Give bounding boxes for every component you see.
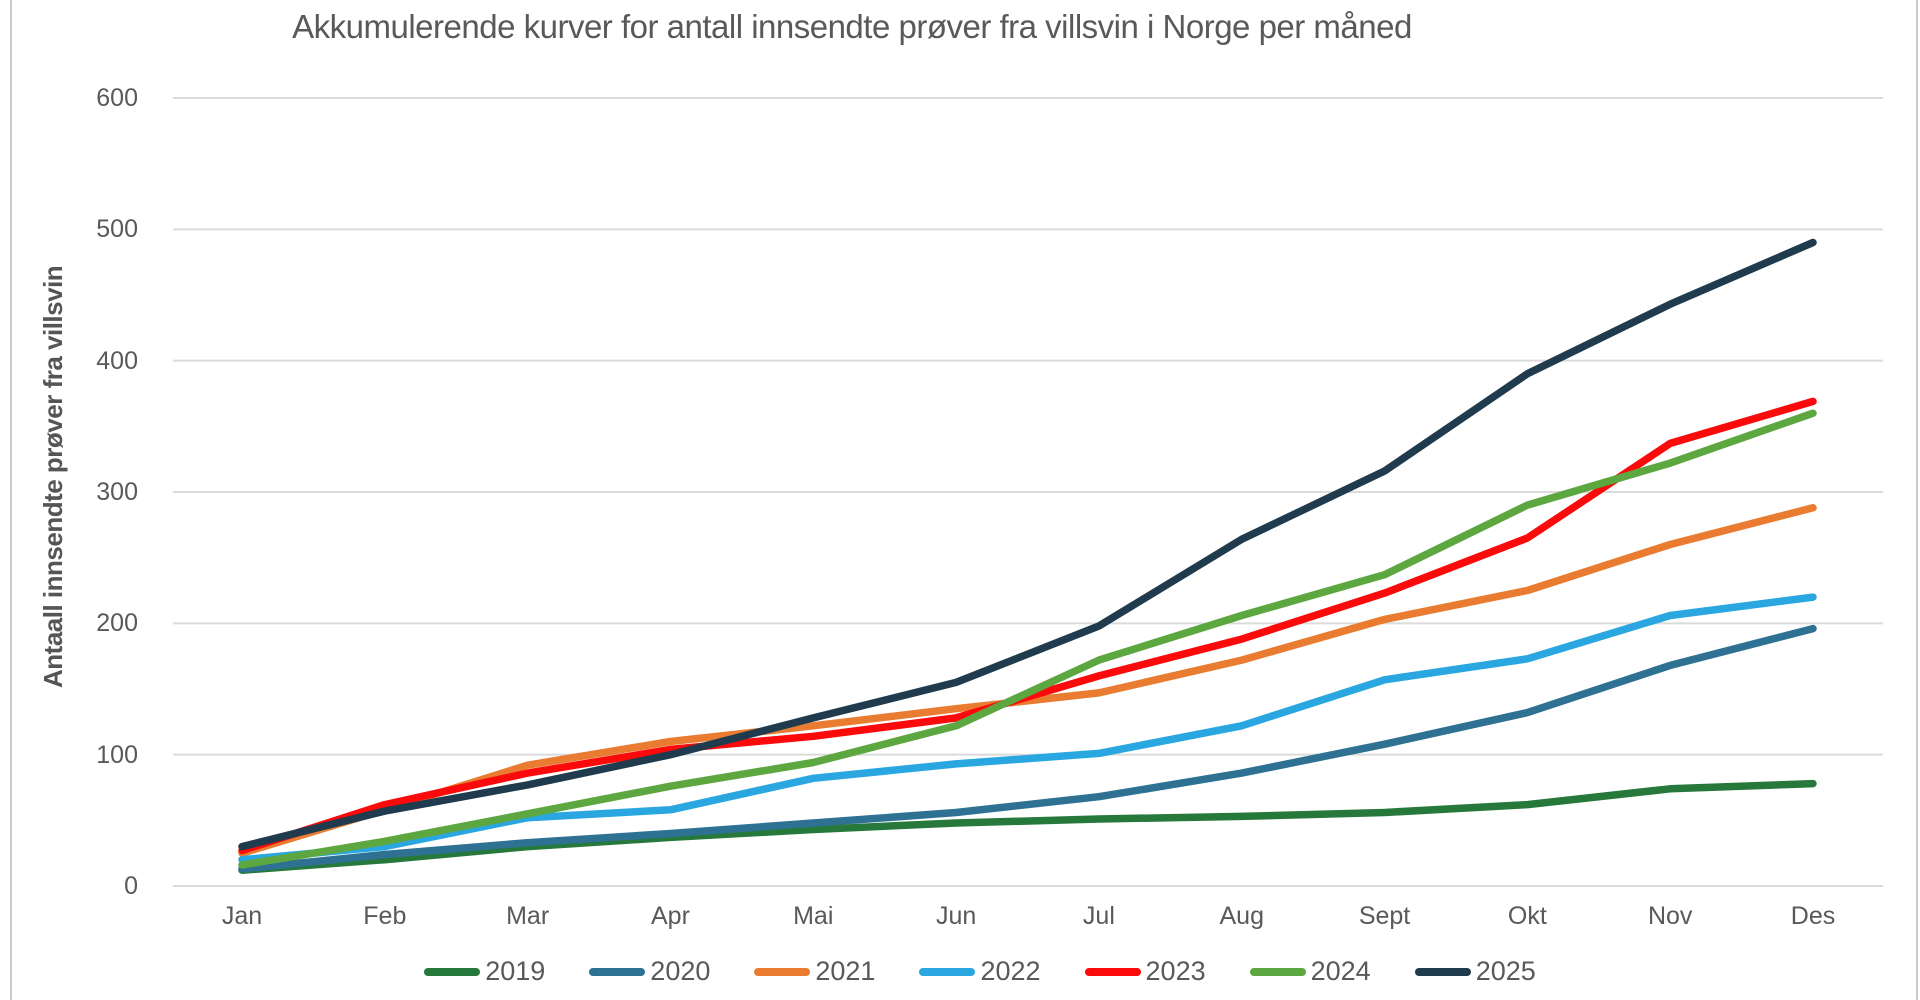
x-tick-label-aug: Aug — [1219, 902, 1264, 930]
y-tick-label-500: 500 — [96, 215, 138, 244]
legend-swatch-2025 — [1414, 967, 1471, 976]
legend-item-2020: 2020 — [589, 956, 710, 987]
y-tick-label-200: 200 — [96, 609, 138, 638]
legend-label-2020: 2020 — [650, 956, 711, 986]
x-tick-label-mar: Mar — [506, 902, 550, 930]
legend-item-2024: 2024 — [1249, 956, 1371, 987]
x-tick-label-sept: Sept — [1358, 902, 1411, 930]
legend-label-2023: 2023 — [1145, 956, 1206, 986]
legend-label-2021: 2021 — [815, 956, 876, 986]
chart-legend: 2019 2020 2021 2022 2023 2024 2025 — [40, 956, 1920, 987]
legend-label-2019: 2019 — [485, 956, 546, 986]
series-line-2019 — [238, 779, 1817, 874]
x-tick-label-des: Des — [1790, 902, 1836, 930]
legend-item-2019: 2019 — [424, 956, 545, 987]
x-tick-label-jun: Jun — [935, 902, 977, 930]
y-tick-label-400: 400 — [96, 346, 138, 375]
y-tick-label-0: 0 — [124, 872, 138, 900]
gridlines-group — [173, 97, 1883, 887]
x-tick-label-okt: Okt — [1507, 902, 1547, 930]
legend-swatch-2022 — [919, 967, 976, 976]
right-border-line — [1916, 0, 1918, 1000]
legend-item-2025: 2025 — [1414, 956, 1536, 987]
legend-swatch-2021 — [754, 967, 811, 976]
x-tick-label-apr: Apr — [651, 902, 690, 930]
legend-swatch-2020 — [589, 967, 646, 976]
x-tick-label-mai: Mai — [793, 902, 834, 930]
series-line-2024 — [238, 409, 1817, 869]
y-tick-label-300: 300 — [96, 478, 138, 506]
y-tick-label-100: 100 — [96, 740, 138, 769]
x-tick-label-jul: Jul — [1082, 902, 1115, 930]
x-tick-label-jan: Jan — [221, 902, 263, 930]
left-border-line — [10, 0, 12, 1000]
x-tick-label-nov: Nov — [1647, 902, 1693, 930]
series-line-2025 — [238, 238, 1817, 851]
legend-label-2024: 2024 — [1310, 956, 1371, 986]
legend-swatch-2023 — [1084, 967, 1141, 976]
series-line-2023 — [238, 397, 1817, 855]
legend-label-2022: 2022 — [980, 956, 1041, 986]
legend-swatch-2024 — [1249, 967, 1306, 976]
series-lines-group — [238, 238, 1817, 874]
series-line-2020 — [238, 624, 1817, 873]
x-tick-label-feb: Feb — [363, 902, 407, 930]
legend-item-2022: 2022 — [919, 956, 1041, 987]
legend-swatch-2019 — [424, 967, 481, 976]
y-tick-label-600: 600 — [96, 84, 138, 112]
chart-title: Akkumulerende kurver for antall innsendt… — [292, 8, 1412, 45]
series-line-2022 — [238, 593, 1817, 864]
legend-item-2023: 2023 — [1084, 956, 1206, 987]
legend-item-2021: 2021 — [754, 956, 875, 987]
legend-label-2025: 2025 — [1475, 956, 1536, 986]
